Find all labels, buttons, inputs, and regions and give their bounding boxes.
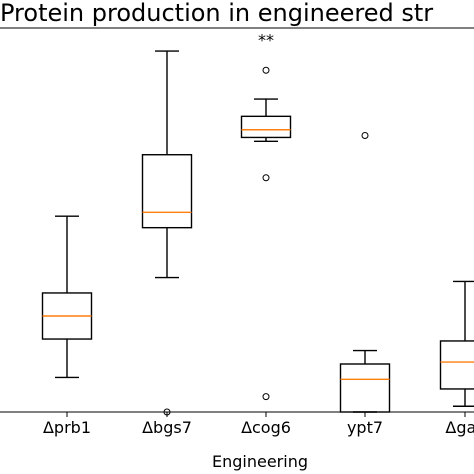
significance-annotation: ** [258,31,274,50]
box-ypt7 [339,363,391,413]
outlier-cog6 [262,393,270,401]
chart-title: Protein production in engineered str [0,0,434,27]
box-cog6 [240,115,292,139]
box-bgs7 [141,154,193,229]
outlier-ypt7 [361,132,369,140]
x-tick-label-prb1: Δprb1 [43,418,91,437]
x-tick-label-ypt7: ypt7 [347,418,383,437]
x-tick-label-bgs7: Δbgs7 [142,418,192,437]
box-gas [439,340,474,390]
x-tick-label-cog6: Δcog6 [241,418,291,437]
outlier-cog6 [262,174,270,182]
x-axis-label: Engineering [212,452,308,471]
outlier-cog6 [262,66,270,74]
x-tick-label-gas: Δgas [445,418,474,437]
